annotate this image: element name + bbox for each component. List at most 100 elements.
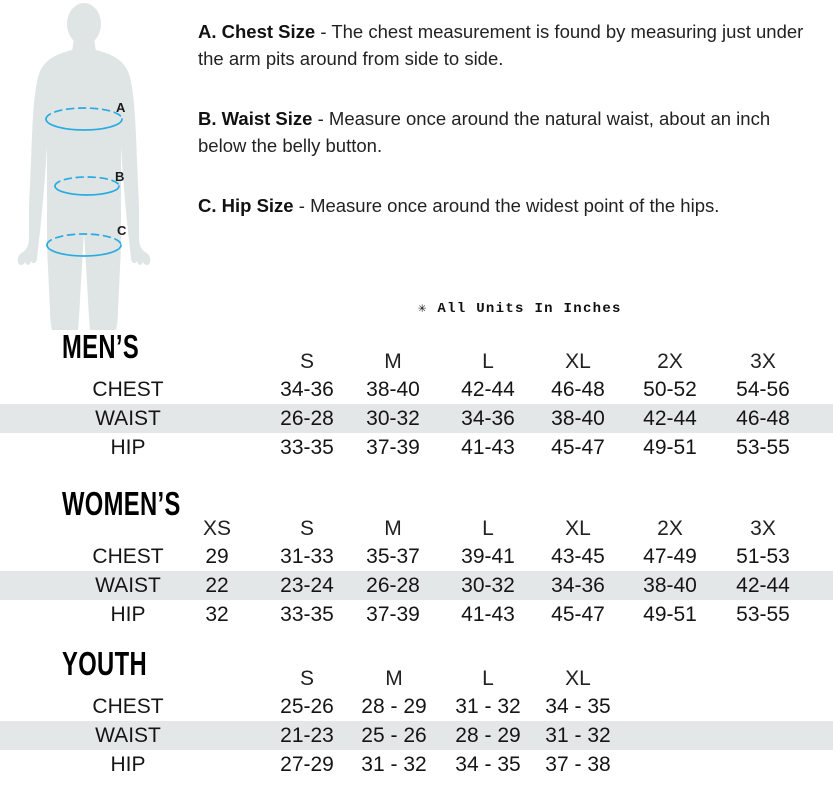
measurement-cell: 49-51 [643, 436, 697, 459]
measurement-cell: 30-32 [366, 407, 420, 430]
column-header-s: S [299, 350, 315, 373]
measurement-cell: 34 - 35 [455, 753, 521, 776]
measurement-cell: 23-24 [280, 574, 334, 597]
table-row: HIP 27-29 31 - 32 34 - 35 37 - 38 [0, 750, 833, 779]
size-table-youth: YOUTH S M L XL CHEST 25-26 28 - 29 31 - 32 34 - 3… [0, 647, 833, 779]
measurement-cell: 22 [205, 574, 229, 597]
measurement-cell: 45-47 [551, 436, 605, 459]
size-grid-mens: S M L XL 2X 3X CHEST 34-36 38-40 42-44 46-48 50-52 5… [0, 330, 833, 462]
measurement-cell: 42-44 [736, 574, 790, 597]
measurement-cell: 37-39 [366, 603, 420, 626]
units-note: ✳ All Units In Inches [418, 301, 622, 317]
column-header-m: M [384, 350, 402, 373]
size-table-womens: WOMEN’S XS S M L XL 2X 3X CHEST 29 31-33 35-37 39-41… [0, 487, 833, 629]
size-grid-womens: XS S M L XL 2X 3X CHEST 29 31-33 35-37 39-41 43-45 47… [0, 487, 833, 629]
measurement-cell: 38-40 [643, 574, 697, 597]
column-header-3x: 3X [750, 517, 776, 540]
instruction-chest-separator: - [315, 21, 332, 42]
row-label-chest: CHEST [92, 378, 164, 401]
column-header-xl: XL [565, 667, 591, 690]
measurement-cell: 41-43 [461, 436, 515, 459]
waist-measure-band [54, 176, 120, 196]
measurement-cell: 21-23 [280, 724, 334, 747]
instruction-hip: C. Hip Size - Measure once around the wi… [198, 192, 823, 219]
measurement-cell: 38-40 [366, 378, 420, 401]
section-title-youth: YOUTH [62, 645, 147, 682]
size-grid-youth: S M L XL CHEST 25-26 28 - 29 31 - 32 34 - 35 WAIS… [0, 647, 833, 779]
measurement-cell: 25 - 26 [361, 724, 427, 747]
measurement-cell: 50-52 [643, 378, 697, 401]
measurement-cell: 39-41 [461, 545, 515, 568]
measurement-cell: 42-44 [461, 378, 515, 401]
measurement-cell: 32 [205, 603, 229, 626]
body-silhouette-shape [17, 3, 151, 330]
measurement-cell: 53-55 [736, 603, 790, 626]
body-measurement-diagram: A B C [0, 0, 190, 330]
measurement-cell: 54-56 [736, 378, 790, 401]
diagram-label-a: A [116, 100, 126, 115]
hip-measure-band [46, 233, 122, 257]
instruction-chest-text: The chest measurement is found by measur… [198, 21, 804, 69]
measurement-cell: 33-35 [280, 603, 334, 626]
row-label-waist: WAIST [95, 407, 161, 430]
table-row: HIP 32 33-35 37-39 41-43 45-47 49-51 53-55 [0, 600, 833, 629]
measurement-cell: 31 - 32 [545, 724, 611, 747]
diagram-label-b: B [115, 169, 125, 184]
measurement-cell: 41-43 [461, 603, 515, 626]
column-header-3x: 3X [750, 350, 776, 373]
measurement-cell: 35-37 [366, 545, 420, 568]
column-header-s: S [299, 667, 315, 690]
body-silhouette-svg [17, 3, 151, 330]
row-label-chest: CHEST [92, 545, 164, 568]
measurement-cell: 30-32 [461, 574, 515, 597]
table-row: WAIST 22 23-24 26-28 30-32 34-36 38-40 42-44 [0, 571, 833, 600]
measurement-cell: 38-40 [551, 407, 605, 430]
measurement-cell: 34-36 [461, 407, 515, 430]
measurement-cell: 53-55 [736, 436, 790, 459]
measurement-cell: 46-48 [551, 378, 605, 401]
measurement-cell: 49-51 [643, 603, 697, 626]
instruction-hip-key: C. Hip Size [198, 195, 294, 216]
table-row: WAIST 26-28 30-32 34-36 38-40 42-44 46-48 [0, 404, 833, 433]
measurement-cell: 34-36 [280, 378, 334, 401]
table-row: HIP 33-35 37-39 41-43 45-47 49-51 53-55 [0, 433, 833, 462]
section-title-mens: MEN’S [62, 328, 140, 365]
column-header-l: L [482, 350, 494, 373]
column-header-s: S [299, 517, 315, 540]
section-title-womens: WOMEN’S [62, 485, 181, 522]
instruction-waist-key: B. Waist Size [198, 108, 313, 129]
row-label-hip: HIP [110, 753, 146, 776]
measurement-instructions: A. Chest Size - The chest measurement is… [198, 18, 823, 219]
instruction-waist-separator: - [312, 108, 329, 129]
row-label-chest: CHEST [92, 695, 164, 718]
measurement-cell: 25-26 [280, 695, 334, 718]
instruction-waist-text: Measure once around the natural waist, a… [198, 108, 771, 156]
measurement-cell: 31 - 32 [455, 695, 521, 718]
column-header-xs: XS [202, 517, 232, 540]
measurement-cell: 46-48 [736, 407, 790, 430]
measurement-cell: 33-35 [280, 436, 334, 459]
column-header-xl: XL [565, 517, 591, 540]
column-header-m: M [384, 517, 402, 540]
measurement-cell: 45-47 [551, 603, 605, 626]
instruction-waist: B. Waist Size - Measure once around the … [198, 105, 823, 159]
column-header-l: L [482, 667, 494, 690]
column-header-m: M [385, 667, 403, 690]
table-row: CHEST 29 31-33 35-37 39-41 43-45 47-49 51-53 [0, 542, 833, 571]
instruction-chest-key: A. Chest Size [198, 21, 316, 42]
table-header-row: S M L XL [0, 665, 833, 692]
chest-measure-band [45, 107, 123, 131]
column-header-xl: XL [565, 350, 591, 373]
measurement-cell: 51-53 [736, 545, 790, 568]
measurement-cell: 27-29 [280, 753, 334, 776]
table-header-row: S M L XL 2X 3X [0, 348, 833, 375]
table-header-row: XS S M L XL 2X 3X [0, 515, 833, 542]
row-label-hip: HIP [110, 603, 146, 626]
table-row: WAIST 21-23 25 - 26 28 - 29 31 - 32 [0, 721, 833, 750]
measurement-cell: 26-28 [366, 574, 420, 597]
measurement-cell: 29 [205, 545, 229, 568]
measurement-cell: 28 - 29 [361, 695, 427, 718]
instruction-hip-separator: - [293, 195, 311, 216]
measurement-cell: 28 - 29 [455, 724, 521, 747]
instruction-chest: A. Chest Size - The chest measurement is… [198, 18, 823, 72]
